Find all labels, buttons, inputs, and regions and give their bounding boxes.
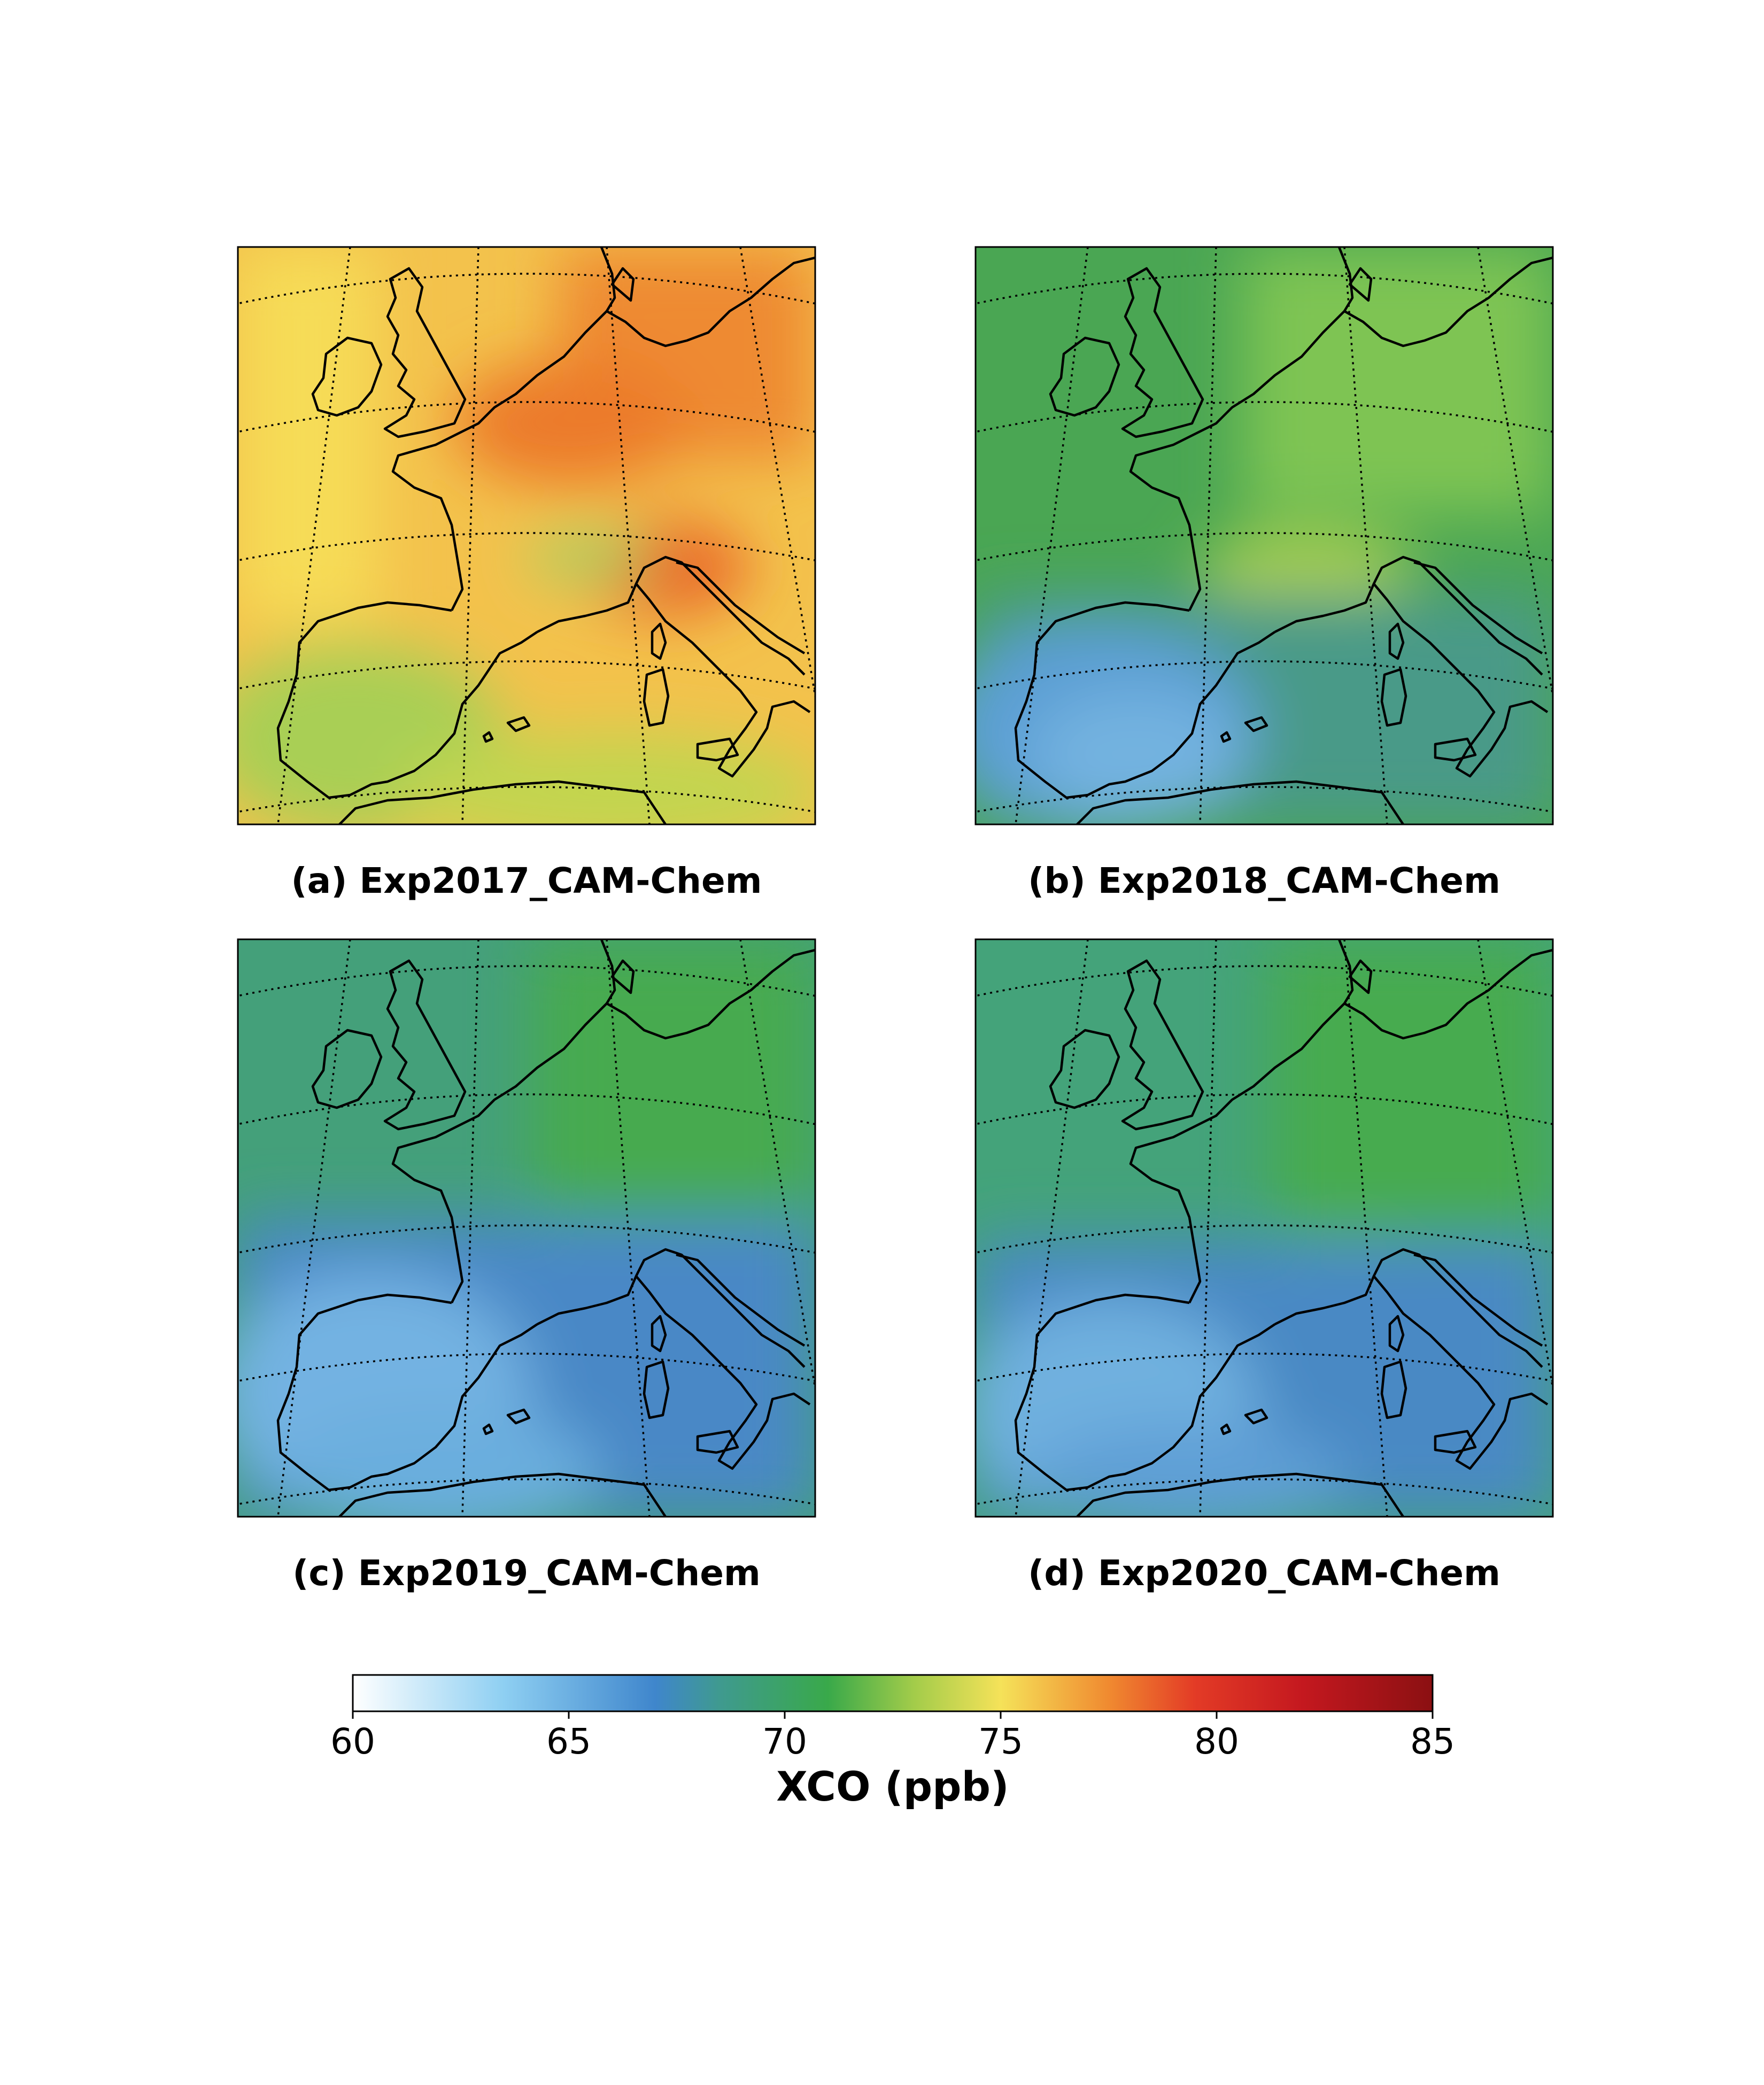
colorbar-tick-label: 70 <box>762 1721 807 1762</box>
colorbar-gradient <box>352 1674 1434 1712</box>
colorbar-tick-label: 75 <box>978 1721 1023 1762</box>
colorbar: 60 65 70 75 80 85 XCO (ppb) <box>330 1674 1455 1810</box>
map-panel-a <box>237 246 816 825</box>
colorbar-ticks: 60 65 70 75 80 85 <box>330 1711 1455 1762</box>
colorbar-label: XCO (ppb) <box>776 1763 1009 1810</box>
panel-caption-c: (c) Exp2019_CAM-Chem <box>292 1553 761 1594</box>
map-panel-d <box>974 938 1554 1518</box>
panel-caption-b: (b) Exp2018_CAM-Chem <box>1028 860 1500 901</box>
map-panel-b <box>974 246 1554 825</box>
panel-caption-a: (a) Exp2017_CAM-Chem <box>291 860 762 901</box>
colorbar-tick-label: 65 <box>546 1721 591 1762</box>
colorbar-tick-label: 60 <box>330 1721 375 1762</box>
panel-caption-d: (d) Exp2020_CAM-Chem <box>1028 1553 1500 1594</box>
colorbar-tick-label: 85 <box>1410 1721 1455 1762</box>
colorbar-tick-label: 80 <box>1194 1721 1239 1762</box>
map-panel-c <box>237 938 816 1518</box>
